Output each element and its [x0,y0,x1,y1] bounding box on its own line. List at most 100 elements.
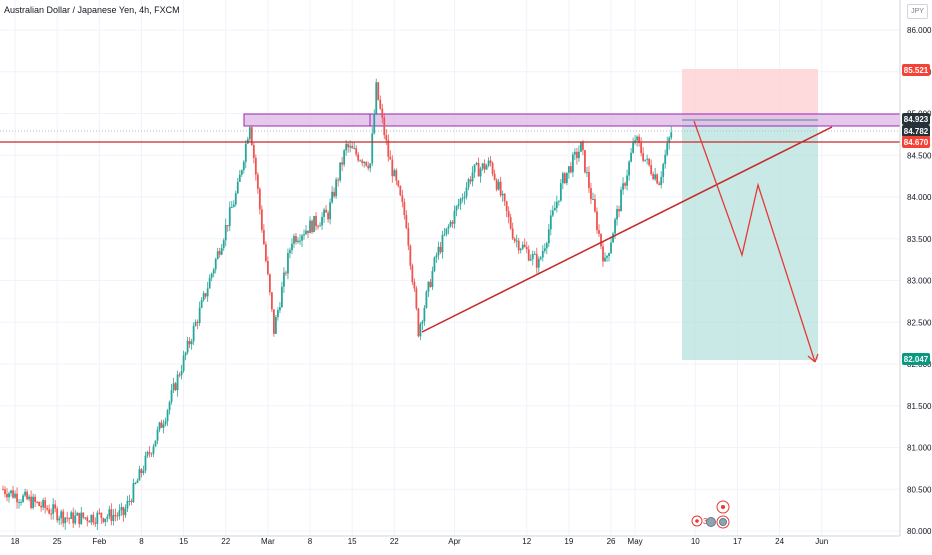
x-tick-label: 26 [607,537,616,546]
candle-body [475,162,478,165]
candle-body [24,491,26,496]
candle-body [319,225,321,227]
candle-body [84,517,87,519]
candle-body [557,200,560,202]
candle-body [88,521,91,523]
candle-body [198,307,201,323]
candle-body [234,193,237,205]
candle-body [571,154,574,173]
ascending-trendline[interactable] [421,126,833,333]
candle-body [618,209,620,212]
candle-body [46,507,49,510]
candle-body [200,300,203,308]
y-tick-label: 86.000 [907,26,932,35]
candle-body [539,257,542,259]
candle-body [281,286,283,308]
projected-path-arrowhead [807,353,819,363]
candle-body [40,505,43,508]
candle-body [108,509,111,517]
candle-body [28,496,30,500]
candle-body [226,225,229,227]
y-tick-label: 84.500 [907,151,932,160]
candle-body [60,511,63,519]
candle-body [636,136,639,141]
candle-body [186,340,189,353]
candle-body [222,240,225,249]
x-tick-label: Apr [448,537,461,546]
candle-body [395,170,398,181]
candle-body [54,504,57,509]
candle-body [519,248,522,251]
candle-body [92,514,95,523]
candle-body [266,261,269,275]
price-label: 85.521 [904,66,929,75]
candle-body [616,209,618,220]
candle-body [527,249,530,261]
candle-body [670,132,673,138]
candle-body [182,355,185,371]
y-tick-label: 81.500 [907,402,932,411]
candle-body [463,196,466,199]
candle-body [76,512,79,516]
candle-body [303,234,305,236]
candle-body [391,159,394,177]
candle-body [184,352,187,356]
candle-body [30,496,32,508]
candle-body [499,181,502,196]
candle-body [98,512,101,514]
y-tick-label: 80.500 [907,485,932,494]
candle-body [56,508,59,521]
annotations-back [0,69,901,360]
x-tick-label: 10 [691,537,700,546]
candle-body [385,135,388,141]
candle-body [565,172,568,184]
candle-body [218,251,221,255]
candle-body [393,170,396,177]
candle-body [664,154,667,164]
x-tick-label: 8 [308,537,313,546]
candle-body [32,496,34,508]
candle-body [220,248,223,255]
projected-path[interactable] [693,120,816,363]
candle-body [166,410,169,422]
event-marker-inner [719,518,727,526]
candle-body [491,162,494,174]
x-tick-label: 22 [221,537,230,546]
candle-body [541,251,544,258]
x-tick-label: Feb [92,537,106,546]
y-tick-label: 84.000 [907,193,932,202]
candle-body [459,198,462,205]
candle-body [509,217,512,229]
dividend-icon[interactable] [706,517,716,527]
candle-body [36,501,39,503]
candle-body [82,512,85,518]
candle-body [485,165,488,170]
candle-body [285,272,287,274]
candle-body [445,228,448,235]
candle-body [250,127,253,146]
candle-body [467,179,470,188]
x-tick-label: 19 [564,537,573,546]
candle-body [122,507,125,516]
candle-body [423,307,426,322]
x-tick-label: 17 [733,537,742,546]
candle-body [487,160,490,166]
candle-body [545,243,548,249]
candle-body [407,228,410,246]
candle-body [612,233,614,243]
candle-body [596,211,598,231]
candle-body [371,133,374,164]
candle-body [168,402,171,411]
candle-body [489,160,492,163]
candle-body [483,163,486,170]
candle-body [586,172,588,174]
candle-body [78,512,81,524]
candle-body [604,257,606,262]
candle-body [349,145,352,148]
candle-body [578,151,580,159]
candle-body [80,512,83,524]
candle-body [632,142,634,153]
candle-body [295,236,297,243]
